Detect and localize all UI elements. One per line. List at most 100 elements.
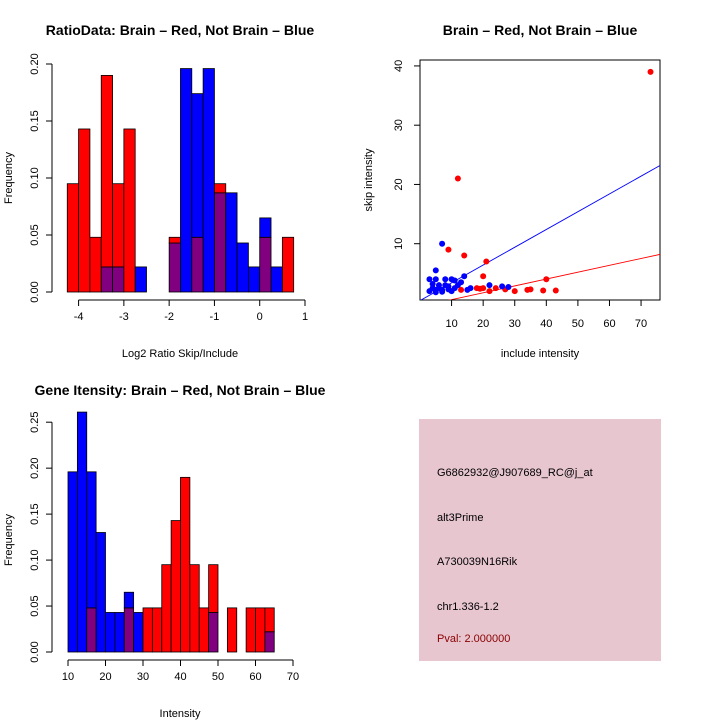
x-tick-label: -4 (74, 311, 84, 323)
gene-intensity-title: Gene Itensity: Brain – Red, Not Brain – … (35, 382, 326, 398)
histogram-bar-brain (214, 183, 227, 194)
x-tick-label: 0 (257, 311, 263, 323)
scatter-xlabel: include intensity (501, 348, 580, 360)
x-tick-label: 1 (302, 311, 308, 323)
histogram-bar-not-brain (270, 266, 283, 293)
histogram-bar-brain (168, 236, 181, 244)
histogram-bar-brain (123, 128, 136, 293)
gene-name-text: A730039N16Rik (437, 556, 518, 568)
y-tick-label: 0.25 (29, 411, 41, 432)
y-tick-label: 0.15 (29, 503, 41, 524)
not-brain-point (499, 283, 506, 290)
brain-point (480, 273, 487, 280)
y-tick-label: 40 (393, 60, 405, 72)
ratio-histogram-ylabel: Frequency (3, 152, 15, 204)
y-tick-label: 0.10 (29, 167, 41, 188)
brain-point (647, 68, 654, 75)
gene-intensity-histogram-panel: Gene Itensity: Brain – Red, Not Brain – … (3, 382, 326, 720)
histogram-bar-brain (245, 607, 256, 653)
x-tick-label: 30 (137, 671, 149, 683)
scatter-title: Brain – Red, Not Brain – Blue (443, 22, 638, 38)
histogram-bar-overlap (123, 607, 135, 653)
histogram-bar-brain (208, 564, 219, 613)
brain-point (543, 276, 550, 283)
x-tick-label: 50 (572, 318, 584, 330)
gene-intensity-xlabel: Intensity (160, 708, 201, 720)
brain-point (477, 285, 483, 292)
not-brain-point (426, 276, 433, 283)
not-brain-point (486, 282, 493, 289)
histogram-bar-brain (281, 236, 295, 293)
brain-point (445, 246, 452, 253)
x-tick-label: -2 (164, 311, 174, 323)
not-brain-regression-line (420, 165, 660, 300)
brain-point (511, 288, 518, 295)
scatter-axes: 10 20 30 40 50 60 70 10 20 30 40 (393, 60, 647, 330)
histogram-bar-brain (66, 183, 79, 293)
x-tick-label: 40 (540, 318, 552, 330)
histogram-bar-brain (189, 564, 200, 653)
x-tick-label: 70 (287, 671, 299, 683)
histogram-bar-not-brain (133, 612, 144, 653)
histogram-bar-brain (180, 476, 191, 653)
gene-intensity-bars (67, 411, 275, 653)
not-brain-point (426, 288, 433, 295)
ratio-histogram-title: RatioData: Brain – Red, Not Brain – Blue (46, 22, 315, 38)
not-brain-point (439, 240, 446, 247)
probe-id-text: G6862932@J907689_RC@j_at (437, 467, 593, 479)
histogram-bar-not-brain (105, 612, 116, 653)
histogram-bar-overlap (191, 236, 204, 293)
x-tick-label: 20 (99, 671, 111, 683)
histogram-bar-not-brain (123, 591, 135, 609)
histogram-bar-brain (161, 564, 172, 653)
x-tick-label: 60 (249, 671, 261, 683)
y-tick-label: 0.05 (29, 224, 41, 245)
brain-point (527, 286, 534, 293)
not-brain-point (467, 285, 474, 292)
y-tick-label: 20 (393, 178, 405, 190)
scatter-points (426, 68, 654, 296)
histogram-bar-overlap (264, 631, 275, 653)
y-tick-label: 0.20 (29, 53, 41, 74)
probe-info-panel: G6862932@J907689_RC@j_at alt3Prime A7300… (419, 419, 661, 661)
brain-point (454, 175, 461, 182)
y-tick-label: 10 (393, 238, 405, 250)
ratio-histogram-axes: -4 -3 -2 -1 0 1 0.00 0.05 0.10 0.15 0.20 (29, 53, 308, 323)
histogram-bar-not-brain (180, 68, 193, 293)
histogram-bar-brain (89, 236, 102, 293)
not-brain-point (451, 277, 458, 284)
scatter-ylabel: skip intensity (363, 148, 375, 211)
y-tick-label: 0.10 (29, 549, 41, 570)
x-tick-label: 10 (62, 671, 74, 683)
not-brain-point (461, 273, 468, 280)
histogram-bar-not-brain (259, 217, 272, 238)
info-panel-background (419, 419, 661, 661)
x-tick-label: -3 (119, 311, 129, 323)
histogram-bar-not-brain (67, 471, 78, 653)
x-tick-label: 30 (509, 318, 521, 330)
histogram-bar-brain (264, 607, 275, 633)
x-tick-label: 20 (477, 318, 489, 330)
y-tick-label: 0.15 (29, 110, 41, 131)
histogram-bar-brain (151, 607, 163, 653)
histogram-bar-not-brain (225, 192, 238, 293)
x-tick-label: 40 (174, 671, 186, 683)
histogram-bar-not-brain (114, 612, 125, 653)
not-brain-point (448, 288, 455, 295)
brain-point (458, 286, 465, 293)
pval-text: Pval: 2.000000 (437, 633, 510, 645)
ratio-histogram-xlabel: Log2 Ratio Skip/Include (122, 348, 238, 360)
x-tick-label: 70 (635, 318, 647, 330)
histogram-bar-brain (142, 607, 153, 653)
histogram-bar-overlap (214, 192, 227, 293)
histogram-bar-not-brain (236, 242, 249, 293)
x-tick-label: 60 (603, 318, 615, 330)
histogram-bar-not-brain (191, 93, 204, 238)
not-brain-point (432, 276, 439, 283)
histogram-bar-not-brain (95, 532, 106, 653)
brain-point (492, 285, 499, 292)
not-brain-point (439, 288, 446, 295)
x-tick-label: -1 (210, 311, 220, 323)
brain-point (540, 287, 547, 294)
